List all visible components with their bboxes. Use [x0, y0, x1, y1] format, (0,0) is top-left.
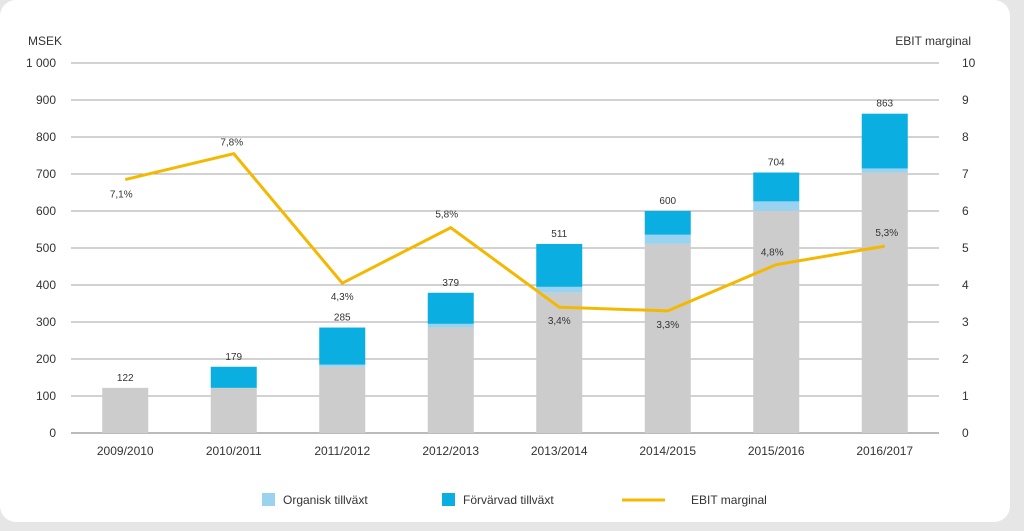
bar-segment	[210, 366, 257, 388]
bar-total-label: 285	[334, 313, 351, 324]
bar-segment	[536, 286, 583, 293]
y2-tick-label: 9	[962, 93, 969, 107]
y2-tick-label: 1	[962, 389, 969, 403]
bar-segment	[753, 172, 800, 202]
legend: Organisk tillväxt Förvärvad tillväxt EBIT …	[262, 493, 767, 507]
legend-swatch	[262, 493, 275, 506]
y2-tick-label: 5	[962, 241, 969, 255]
bar-total-label: 379	[442, 278, 459, 289]
bar-segment	[644, 211, 691, 235]
right-axis-ticks: 0 1 2 3 4 5 6 7 8 9 10	[962, 56, 976, 440]
left-axis-title: MSEK	[28, 34, 62, 48]
line-data-label: 4,8%	[761, 248, 784, 259]
chart-card	[0, 0, 1010, 522]
x-tick-label: 2012/2013	[422, 444, 479, 458]
bar-total-label: 179	[225, 352, 242, 363]
bar-segment	[753, 201, 800, 211]
bar-segment	[861, 113, 908, 169]
bar-segment	[861, 172, 908, 433]
bar-total-label: 122	[117, 373, 134, 384]
ebit-line	[124, 151, 886, 313]
bar-total-label: 704	[768, 158, 785, 169]
bar-segment	[319, 366, 366, 433]
bar-segment	[644, 243, 691, 433]
bar-segment	[536, 292, 583, 433]
bar-total-label: 863	[876, 99, 893, 110]
x-axis-labels: 2009/2010 2010/2011 2011/2012 2012/2013 2013…	[97, 444, 914, 458]
y-tick-label: 300	[36, 315, 56, 329]
line-data-label: 5,8%	[435, 210, 458, 221]
left-axis-ticks: 0 100 200 300 400 500 600 700 800 900 1 000	[26, 56, 56, 440]
legend-label: Organisk tillväxt	[283, 493, 368, 507]
x-tick-label: 2011/2012	[314, 444, 370, 458]
y2-tick-label: 6	[962, 204, 969, 218]
y-tick-label: 0	[49, 426, 56, 440]
y2-tick-label: 8	[962, 130, 969, 144]
line-data-label: 7,8%	[220, 138, 243, 149]
y-tick-label: 500	[36, 241, 56, 255]
bar-segment	[427, 292, 474, 324]
bar-segment	[319, 327, 366, 365]
bar-segment	[753, 211, 800, 433]
y-tick-label: 900	[36, 93, 56, 107]
y2-tick-label: 10	[962, 56, 976, 70]
ebit-line-series: 7,1% 7,8% 4,3% 5,8% 3,4% 3,3% 4,8% 5,3%	[110, 138, 898, 331]
gridlines	[71, 62, 939, 434]
legend-label: EBIT marginal	[691, 493, 767, 507]
bar-segment	[102, 387, 149, 433]
x-tick-label: 2014/2015	[639, 444, 696, 458]
bars: 122 179 285 379 511 600 704 863	[102, 99, 908, 433]
y-tick-label: 100	[36, 389, 56, 403]
line-data-label: 5,3%	[875, 228, 898, 239]
bar-total-label: 600	[659, 196, 676, 207]
line-data-label: 7,1%	[110, 190, 133, 201]
x-tick-label: 2015/2016	[748, 444, 805, 458]
y-tick-label: 600	[36, 204, 56, 218]
line-data-label: 4,3%	[331, 292, 354, 303]
y-tick-label: 1 000	[26, 56, 56, 70]
bar-segment	[861, 168, 908, 173]
y2-tick-label: 7	[962, 167, 969, 181]
y2-tick-label: 4	[962, 278, 969, 292]
right-axis-title: EBIT marginal	[895, 34, 971, 48]
legend-swatch	[442, 493, 455, 506]
line-data-label: 3,3%	[656, 320, 679, 331]
y2-tick-label: 2	[962, 352, 969, 366]
bar-segment	[319, 364, 366, 367]
bar-segment	[536, 243, 583, 287]
bar-total-label: 511	[551, 229, 567, 240]
x-tick-label: 2009/2010	[97, 444, 154, 458]
y-tick-label: 200	[36, 352, 56, 366]
y2-tick-label: 0	[962, 426, 969, 440]
bar-segment	[210, 387, 257, 433]
line-data-label: 3,4%	[548, 316, 571, 327]
y-tick-label: 700	[36, 167, 56, 181]
y-tick-label: 400	[36, 278, 56, 292]
x-tick-label: 2013/2014	[531, 444, 588, 458]
y2-tick-label: 3	[962, 315, 969, 329]
bar-segment	[427, 323, 474, 328]
y-tick-label: 800	[36, 130, 56, 144]
legend-label: Förvärvad tillväxt	[463, 493, 554, 507]
x-tick-label: 2016/2017	[856, 444, 913, 458]
bar-segment	[644, 234, 691, 244]
x-tick-label: 2010/2011	[206, 444, 262, 458]
bar-segment	[427, 327, 474, 433]
